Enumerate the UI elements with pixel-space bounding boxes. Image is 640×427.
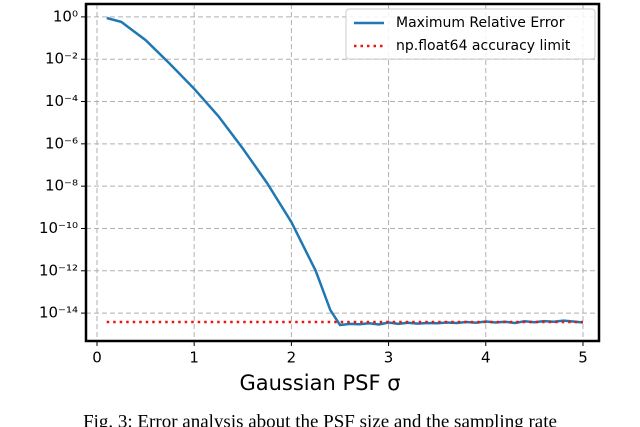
x-tick-label: 1 bbox=[189, 349, 199, 367]
x-tick-label: 0 bbox=[92, 349, 102, 367]
legend-label: np.float64 accuracy limit bbox=[396, 38, 571, 54]
x-axis-label: Gaussian PSF σ bbox=[239, 371, 400, 395]
y-tick-label: 10⁻¹⁴ bbox=[39, 304, 78, 322]
x-tick-label: 3 bbox=[384, 349, 394, 367]
legend-box bbox=[345, 8, 596, 60]
y-tick-label: 10⁰ bbox=[53, 7, 78, 25]
y-tick-label: 10⁻⁶ bbox=[45, 134, 78, 152]
y-tick-label: 10⁻¹⁰ bbox=[39, 219, 78, 237]
y-tick-label: 10⁻⁴ bbox=[45, 92, 78, 110]
y-tick-label: 10⁻² bbox=[45, 50, 78, 68]
x-tick-label: 2 bbox=[287, 349, 297, 367]
y-tick-label: 10⁻⁸ bbox=[45, 177, 78, 195]
x-tick-label: 5 bbox=[578, 349, 588, 367]
series-line bbox=[106, 16, 584, 327]
plot-frame bbox=[84, 2, 601, 343]
x-tick-label: 4 bbox=[481, 349, 491, 367]
caption: Fig. 3: Error analysis about the PSF siz… bbox=[83, 411, 557, 427]
legend-label: Maximum Relative Error bbox=[396, 15, 565, 31]
y-tick-label: 10⁻¹² bbox=[39, 261, 78, 279]
